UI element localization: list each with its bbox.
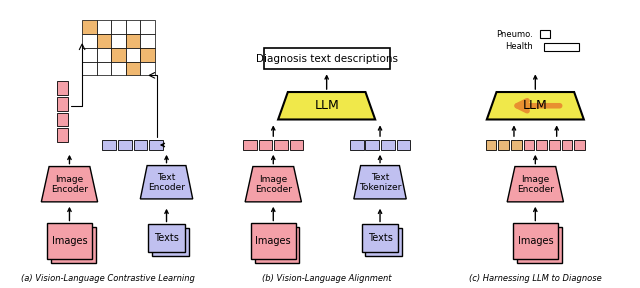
Text: (c) Harnessing LLM to Diagnose: (c) Harnessing LLM to Diagnose — [469, 274, 602, 283]
Bar — [118, 140, 132, 150]
Polygon shape — [507, 166, 563, 202]
Bar — [152, 228, 189, 256]
Text: LLM: LLM — [523, 99, 548, 112]
Bar — [57, 97, 68, 111]
Bar — [148, 224, 185, 252]
Bar — [140, 48, 155, 62]
Text: Image
Encoder: Image Encoder — [517, 175, 554, 194]
Text: Health: Health — [505, 42, 532, 52]
Bar — [517, 227, 561, 263]
Bar — [350, 140, 364, 150]
Bar — [524, 140, 534, 150]
Bar — [243, 140, 257, 150]
Bar — [97, 48, 111, 62]
Bar — [275, 140, 288, 150]
Bar — [290, 140, 303, 150]
Bar — [111, 20, 125, 34]
Bar — [259, 140, 272, 150]
Bar — [125, 62, 140, 75]
Polygon shape — [140, 166, 193, 199]
Bar — [97, 62, 111, 75]
Bar — [365, 228, 403, 256]
Bar — [574, 140, 585, 150]
Bar — [111, 34, 125, 48]
Bar — [97, 34, 111, 48]
Bar — [82, 20, 97, 34]
Bar — [140, 34, 155, 48]
Text: Pneumo.: Pneumo. — [495, 30, 532, 39]
Bar — [536, 140, 547, 150]
Bar — [125, 20, 140, 34]
Bar — [82, 48, 97, 62]
Bar — [125, 48, 140, 62]
Bar — [511, 140, 522, 150]
Bar — [544, 43, 579, 51]
Bar — [549, 140, 559, 150]
Bar — [111, 62, 125, 75]
Bar — [499, 140, 509, 150]
Text: Images: Images — [518, 236, 553, 246]
Bar — [486, 140, 497, 150]
Bar — [513, 223, 557, 259]
Text: Text
Tokenizer: Text Tokenizer — [359, 173, 401, 192]
Bar — [57, 81, 68, 95]
Bar — [111, 48, 125, 62]
Bar — [362, 224, 399, 252]
Bar — [264, 48, 390, 69]
Polygon shape — [42, 166, 98, 202]
Polygon shape — [354, 166, 406, 199]
Text: Text
Encoder: Text Encoder — [148, 173, 185, 192]
Bar — [381, 140, 395, 150]
Bar — [82, 34, 97, 48]
Bar — [57, 128, 68, 142]
Bar — [255, 227, 300, 263]
Text: (b) Vision-Language Alignment: (b) Vision-Language Alignment — [262, 274, 392, 283]
Bar — [125, 34, 140, 48]
Bar — [251, 223, 296, 259]
Bar — [540, 30, 550, 38]
Bar — [134, 140, 147, 150]
Bar — [97, 20, 111, 34]
Text: Images: Images — [52, 236, 87, 246]
Bar — [561, 140, 572, 150]
Text: Texts: Texts — [154, 233, 179, 243]
Text: Diagnosis text descriptions: Diagnosis text descriptions — [255, 54, 397, 64]
Bar — [149, 140, 163, 150]
Bar — [57, 113, 68, 126]
Bar — [82, 62, 97, 75]
Polygon shape — [245, 166, 301, 202]
Text: Image
Encoder: Image Encoder — [255, 175, 292, 194]
Bar — [51, 227, 95, 263]
Bar — [47, 223, 92, 259]
Bar — [397, 140, 410, 150]
Polygon shape — [278, 92, 375, 120]
Polygon shape — [487, 92, 584, 120]
Text: (a) Vision-Language Contrastive Learning: (a) Vision-Language Contrastive Learning — [21, 274, 195, 283]
Bar — [102, 140, 116, 150]
Text: LLM: LLM — [314, 99, 339, 112]
Bar — [365, 140, 379, 150]
Text: Texts: Texts — [367, 233, 392, 243]
Bar — [140, 20, 155, 34]
Bar — [140, 62, 155, 75]
Text: Image
Encoder: Image Encoder — [51, 175, 88, 194]
Text: Images: Images — [255, 236, 291, 246]
